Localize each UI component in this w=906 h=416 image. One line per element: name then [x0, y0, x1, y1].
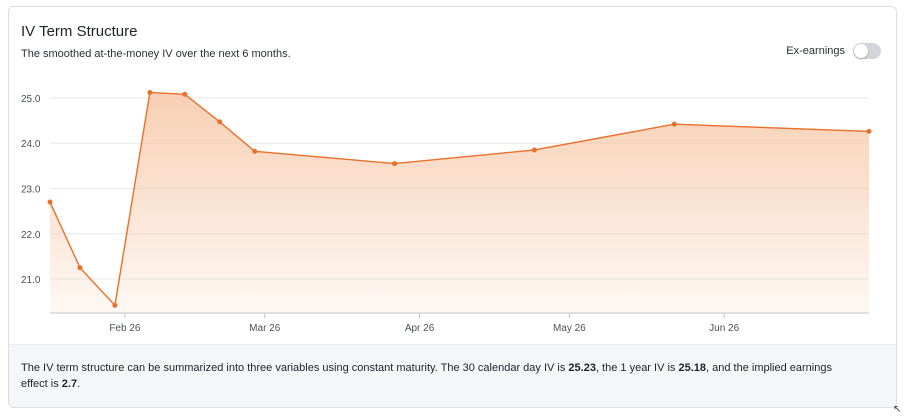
- summary-text-part-1: The IV term structure can be summarized …: [21, 362, 569, 374]
- iv-term-structure-chart: 21.0 22.0 23.0 24.0 25.0 Feb 26 Mar 26 Apr 26 Ma…: [21, 89, 872, 334]
- x-tick-label: Mar 26: [249, 323, 281, 334]
- y-tick-label: 23.0: [21, 184, 41, 195]
- summary-text: The IV term structure can be summarized …: [21, 360, 861, 392]
- summary-text-part-3: , and the implied earnings effect is: [21, 362, 832, 390]
- data-point: [392, 161, 398, 167]
- data-point: [147, 89, 153, 95]
- data-point: [47, 199, 53, 205]
- data-point: [531, 147, 537, 153]
- iv1y-value: 25.18: [678, 362, 707, 374]
- mouse-cursor-icon: ↖: [893, 404, 902, 415]
- x-tick-label: Feb 26: [109, 323, 141, 334]
- ex-earnings-label: Ex-earnings: [786, 45, 845, 57]
- y-tick-label: 25.0: [21, 94, 41, 105]
- data-point: [182, 91, 188, 97]
- x-tick-label: Jun 26: [709, 323, 739, 334]
- ex-earnings-toggle[interactable]: [853, 43, 881, 59]
- card-subtitle: The smoothed at-the-money IV over the ne…: [21, 48, 291, 60]
- ex-earnings-toggle-group[interactable]: Ex-earnings: [786, 43, 881, 59]
- y-tick-label: 21.0: [21, 275, 41, 286]
- y-tick-label: 24.0: [21, 139, 41, 150]
- data-point: [217, 119, 223, 125]
- data-point: [866, 128, 872, 134]
- summary-text-part-2: , the 1 year IV is: [595, 362, 679, 374]
- iv-term-structure-card: IV Term Structure The smoothed at-the-mo…: [8, 6, 897, 408]
- data-point: [112, 302, 118, 308]
- data-point: [252, 148, 258, 154]
- toggle-knob[interactable]: [854, 44, 868, 58]
- summary-text-part-4: .: [77, 378, 81, 390]
- x-tick-label: May 26: [553, 323, 586, 334]
- card-title: IV Term Structure: [21, 23, 138, 40]
- data-point: [671, 121, 677, 127]
- earnings-effect-value: 2.7: [61, 378, 78, 390]
- summary-footer: The IV term structure can be summarized …: [9, 344, 896, 407]
- data-point: [77, 265, 83, 271]
- y-tick-label: 22.0: [21, 230, 41, 241]
- iv30-value: 25.23: [568, 362, 596, 374]
- x-tick-label: Apr 26: [405, 323, 435, 334]
- series-area: [50, 92, 869, 313]
